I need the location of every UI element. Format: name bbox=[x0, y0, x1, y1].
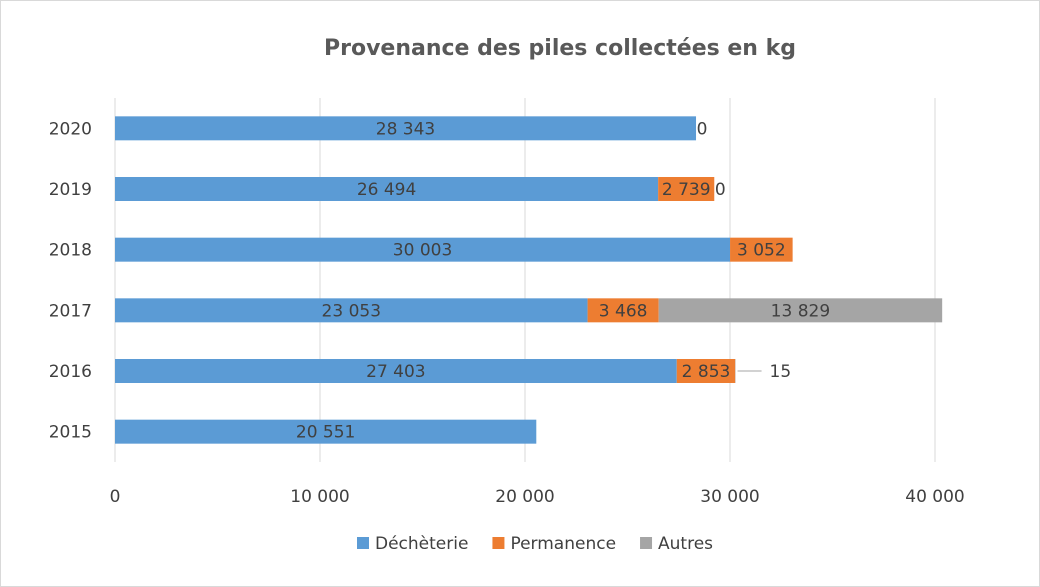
x-axis: 0 10 000 20 000 30 000 40 000 bbox=[110, 487, 965, 507]
legend: Déchèterie Permanence Autres bbox=[357, 534, 713, 554]
y-axis: 2020 2019 2018 2017 2016 2015 bbox=[49, 119, 92, 442]
bar-d-ch-terie-2016 bbox=[115, 359, 677, 383]
x-tick-label: 30 000 bbox=[700, 487, 759, 507]
data-label: 23 053 bbox=[322, 301, 381, 321]
y-tick-label: 2017 bbox=[49, 301, 92, 321]
data-label: 26 494 bbox=[357, 180, 416, 200]
data-label: 3 468 bbox=[599, 301, 648, 321]
chart-title: Provenance des piles collectées en kg bbox=[324, 36, 796, 61]
bar-permanence-2018 bbox=[730, 237, 793, 262]
data-label: 20 551 bbox=[296, 423, 355, 443]
bar-d-ch-terie-2017 bbox=[115, 298, 588, 323]
bar-autres-2017 bbox=[658, 298, 943, 323]
legend-swatch bbox=[640, 537, 653, 549]
data-label: 15 bbox=[770, 362, 792, 382]
data-label: 0 bbox=[697, 119, 708, 139]
bar-d-ch-terie-2015 bbox=[115, 419, 537, 444]
data-label: 28 343 bbox=[376, 119, 435, 139]
legend-swatch bbox=[492, 537, 505, 549]
data-label: 30 003 bbox=[393, 241, 452, 261]
bar-d-ch-terie-2020 bbox=[115, 116, 697, 141]
bar-d-ch-terie-2018 bbox=[115, 237, 731, 262]
data-label: 0 bbox=[715, 180, 726, 200]
bars bbox=[115, 116, 943, 444]
y-tick-label: 2015 bbox=[49, 423, 92, 443]
bar-d-ch-terie-2019 bbox=[115, 177, 659, 201]
x-tick-label: 20 000 bbox=[495, 487, 554, 507]
y-tick-label: 2016 bbox=[49, 362, 92, 382]
legend-label: Autres bbox=[658, 534, 713, 554]
data-label: 27 403 bbox=[366, 362, 425, 382]
x-tick-label: 40 000 bbox=[905, 487, 964, 507]
x-tick-label: 10 000 bbox=[290, 487, 349, 507]
y-tick-label: 2020 bbox=[49, 119, 92, 139]
grid bbox=[114, 98, 936, 462]
legend-label: Déchèterie bbox=[375, 534, 468, 554]
data-label: 13 829 bbox=[771, 301, 830, 321]
data-label: 2 853 bbox=[682, 362, 731, 382]
legend-swatch bbox=[357, 537, 369, 549]
bar-permanence-2016 bbox=[676, 359, 736, 383]
y-tick-label: 2019 bbox=[49, 180, 92, 200]
y-tick-label: 2018 bbox=[49, 241, 92, 261]
bar-permanence-2017 bbox=[587, 298, 659, 323]
legend-label: Permanence bbox=[510, 534, 616, 554]
data-label: 2 739 bbox=[662, 180, 711, 200]
bar-permanence-2019 bbox=[658, 177, 715, 201]
data-label: 3 052 bbox=[737, 241, 786, 261]
x-tick-label: 0 bbox=[110, 487, 121, 507]
